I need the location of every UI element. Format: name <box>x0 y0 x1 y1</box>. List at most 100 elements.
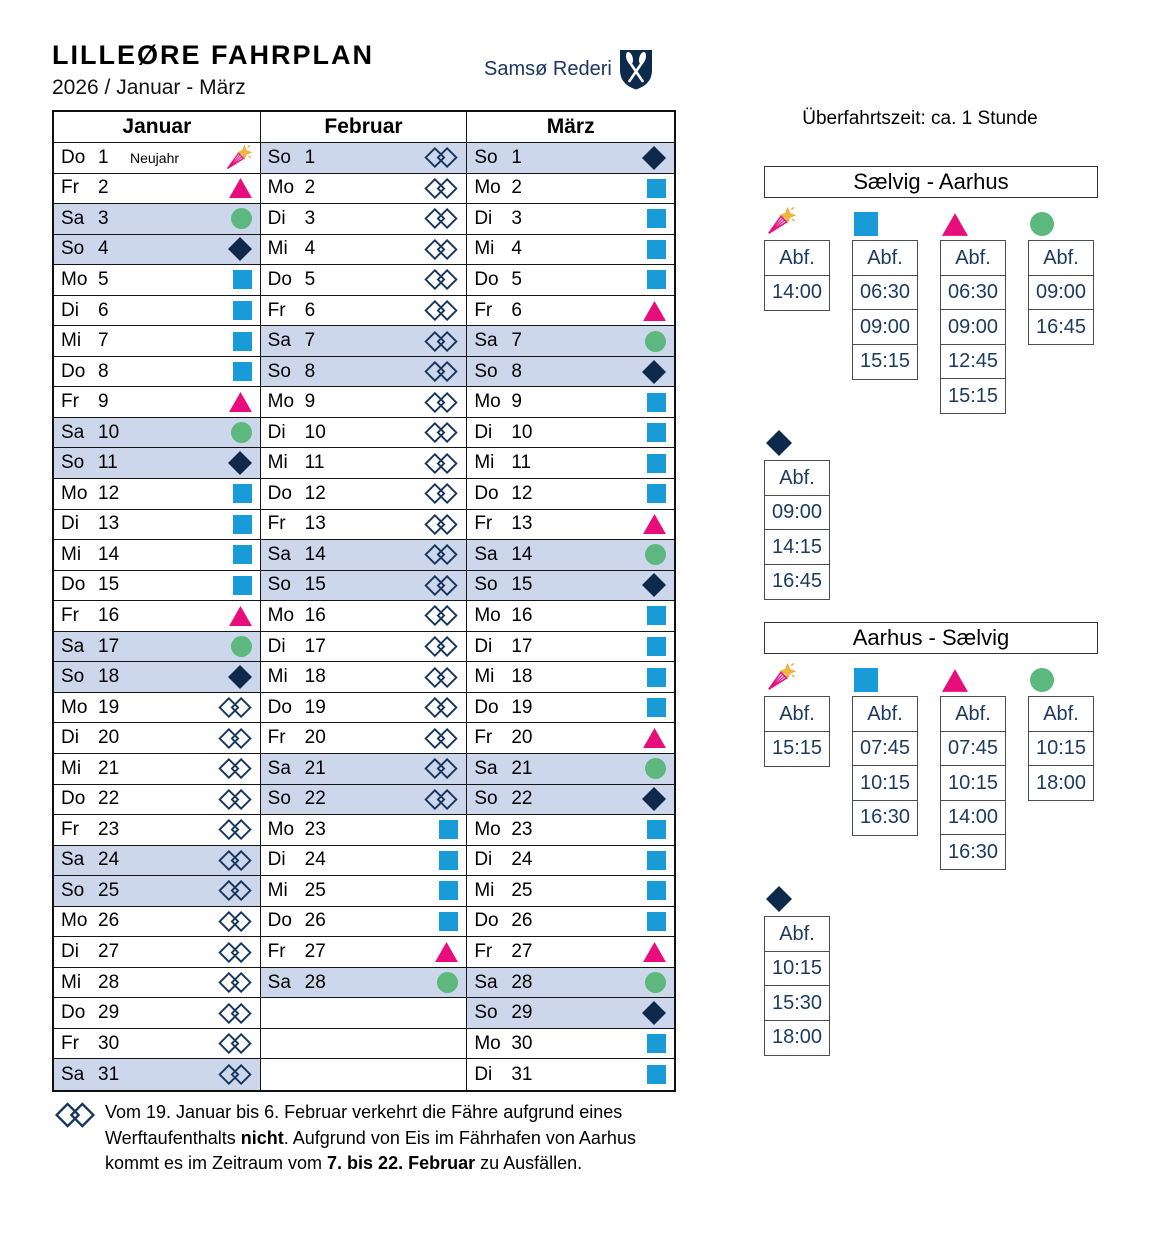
day-of-week: Fr <box>61 177 79 199</box>
departure-time: 10:15 <box>1028 730 1094 767</box>
day-of-week: Fr <box>267 513 286 535</box>
day-number: 2 <box>304 177 316 199</box>
abf-header: Abf. <box>940 240 1006 276</box>
friday-triangle-icon <box>228 392 252 413</box>
day-number: 27 <box>304 941 326 963</box>
departure-time: 15:30 <box>764 985 830 1021</box>
weekday-square-icon <box>439 820 459 840</box>
day-of-week: Sa <box>61 849 85 871</box>
day-number: 28 <box>304 971 326 993</box>
day-number: 4 <box>511 238 522 260</box>
no-service-icon <box>55 1102 95 1128</box>
day-number: 12 <box>304 482 326 504</box>
day-of-week: Sa <box>61 421 85 443</box>
weekday-square-icon <box>647 698 666 718</box>
no-service-icon <box>424 483 459 505</box>
day-of-week: So <box>474 360 498 382</box>
day-number: 16 <box>511 604 533 626</box>
calendar-cell: So 25 <box>54 876 261 907</box>
departure-table: Abf. 06:30 09:00 15:15 <box>852 240 918 380</box>
calendar-cell: Sa 21 <box>467 753 674 785</box>
calendar-cell: Mo 30 <box>467 1028 674 1060</box>
departure-time: 09:00 <box>764 494 830 531</box>
day-of-week: Mi <box>474 238 495 260</box>
day-number: 4 <box>98 238 109 260</box>
day-of-week: Mo <box>474 1032 501 1054</box>
day-number: 6 <box>304 299 316 321</box>
abf-header: Abf. <box>852 696 918 732</box>
calendar-cell: Mi 25 <box>260 876 468 907</box>
departure-table: Abf. 10:15 15:30 18:00 <box>764 916 830 1056</box>
day-of-week: Mo <box>474 604 501 626</box>
calendar-cell: Do 19 <box>260 692 468 724</box>
day-of-week: So <box>61 238 85 260</box>
day-number: 23 <box>98 818 120 840</box>
calendar-cell: Mo 2 <box>467 173 674 205</box>
day-of-week: Sa <box>474 330 498 352</box>
no-service-icon <box>217 849 252 871</box>
departure-table: Abf. 07:45 10:15 14:00 16:30 <box>940 696 1006 870</box>
calendar-cell: Mo 16 <box>260 601 468 632</box>
calendar-cell: Do 26 <box>467 906 674 938</box>
day-number: 22 <box>98 788 120 810</box>
weekday-square-icon <box>232 301 252 320</box>
day-number: 8 <box>98 360 109 382</box>
sunday-diamond-icon <box>227 237 252 262</box>
no-service-icon <box>424 330 459 352</box>
day-of-week: Mo <box>474 177 501 199</box>
day-of-week: So <box>61 666 85 688</box>
column-symbol <box>1028 662 1094 692</box>
day-number: 19 <box>511 696 533 718</box>
no-service-icon <box>424 788 459 810</box>
weekday-square-icon <box>439 881 459 901</box>
calendar-cell: Sa 31 <box>54 1059 261 1090</box>
day-number: 14 <box>98 543 120 565</box>
calendar-cell: Sa 28 <box>260 967 468 999</box>
no-service-icon <box>424 574 459 596</box>
no-service-icon <box>424 208 459 230</box>
no-service-icon <box>424 269 459 291</box>
no-service-icon <box>424 238 459 260</box>
calendar-cell: Do 5 <box>260 265 468 296</box>
calendar-cell: Fr 27 <box>260 937 468 968</box>
departure-table: Abf. 09:00 14:15 16:45 <box>764 460 830 600</box>
note-bold: nicht <box>240 1127 284 1148</box>
abf-header: Abf. <box>1028 696 1094 732</box>
calendar-cell: Do 12 <box>260 479 468 510</box>
abf-header: Abf. <box>940 696 1006 732</box>
saturday-circle-icon <box>437 972 459 994</box>
day-of-week: Do <box>267 482 292 504</box>
calendar-cell: Mo 23 <box>260 815 468 846</box>
departure-time: 14:15 <box>764 529 830 565</box>
calendar-cell: Do 5 <box>467 265 674 296</box>
weekday-square-icon <box>854 212 878 236</box>
calendar-cell: Di 6 <box>54 295 261 327</box>
brand: Samsø Rederi <box>484 48 654 90</box>
day-of-week: Do <box>474 482 499 504</box>
column-symbol <box>764 662 830 692</box>
day-number: 1 <box>98 146 109 168</box>
calendar-cell: Di 20 <box>54 723 261 754</box>
day-of-week: So <box>267 574 291 596</box>
abf-header: Abf. <box>764 460 830 496</box>
calendar-cell: Di 17 <box>467 631 674 663</box>
calendar-cell: So 8 <box>467 356 674 388</box>
no-service-icon <box>424 300 459 321</box>
weekday-square-icon <box>647 606 666 626</box>
crossing-time-label: Überfahrtszeit: ca. 1 Stunde <box>802 108 1038 129</box>
departure-time: 14:00 <box>940 799 1006 836</box>
day-of-week: Sa <box>267 971 291 993</box>
day-number: 13 <box>304 513 326 535</box>
calendar-cell: Mi 21 <box>54 753 261 785</box>
day-of-week: Di <box>474 1063 493 1085</box>
day-number: 25 <box>511 879 533 901</box>
calendar-cell: Mi 18 <box>260 662 468 693</box>
saturday-circle-icon <box>645 330 666 352</box>
departure-table: Abf. 15:15 <box>764 696 830 767</box>
day-number: 17 <box>511 635 533 657</box>
day-of-week: Di <box>474 635 493 657</box>
day-of-week: Sa <box>474 757 498 779</box>
day-of-week: Sa <box>474 543 498 565</box>
saturday-circle-icon <box>645 758 666 780</box>
day-number: 18 <box>511 666 533 688</box>
